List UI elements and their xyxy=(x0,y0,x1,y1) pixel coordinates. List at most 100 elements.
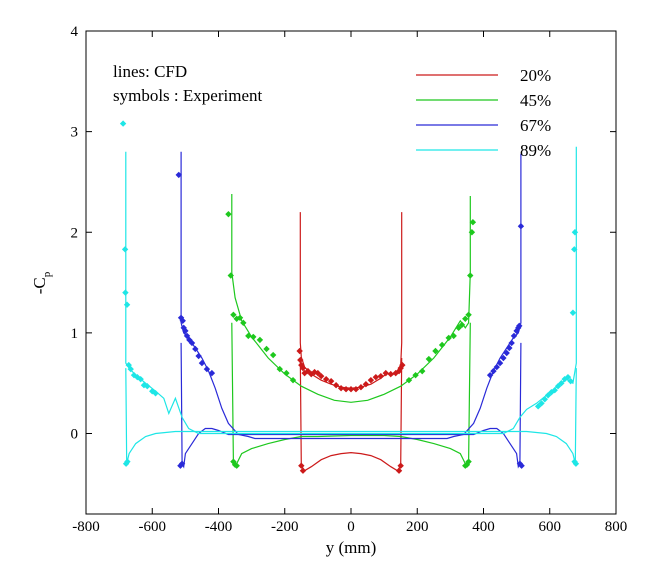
experiment-point-89-pct xyxy=(134,373,141,381)
experiment-point-45-pct xyxy=(465,458,472,465)
experiment-point-45-pct xyxy=(233,462,240,469)
legend-label: 45% xyxy=(520,91,551,110)
experiment-point-89-pct xyxy=(564,373,572,381)
experiment-point-89-pct xyxy=(144,383,151,390)
experiment-point-67-pct xyxy=(203,365,211,373)
experiment-point-89-pct xyxy=(119,120,127,127)
experiment-point-67-pct xyxy=(198,359,206,367)
experiment-point-45-pct xyxy=(230,311,237,318)
y-axis-label-main: -C xyxy=(30,277,49,294)
experiment-point-20-pct xyxy=(387,370,394,378)
experiment-point-89-pct xyxy=(152,390,159,397)
experiment-point-20-pct xyxy=(298,462,305,469)
x-tick-label: -400 xyxy=(205,519,233,535)
x-tick-label: -200 xyxy=(271,519,299,535)
experiment-point-20-pct xyxy=(327,377,335,385)
experiment-point-89-pct xyxy=(127,365,134,373)
experiment-point-45-pct xyxy=(438,341,446,349)
experiment-point-67-pct xyxy=(182,327,189,335)
experiment-point-67-pct xyxy=(180,324,187,332)
experiment-point-67-pct xyxy=(179,317,186,324)
experiment-point-89-pct xyxy=(567,377,574,385)
experiment-point-20-pct xyxy=(395,467,403,474)
experiment-point-45-pct xyxy=(233,315,240,322)
experiment-point-45-pct xyxy=(458,321,466,329)
experiment-point-20-pct xyxy=(372,373,380,381)
experiment-point-45-pct xyxy=(227,272,234,279)
x-tick-label: -800 xyxy=(72,519,100,535)
experiment-point-45-pct xyxy=(256,336,264,344)
experiment-point-45-pct xyxy=(465,311,472,318)
experiment-point-89-pct xyxy=(551,387,558,394)
axis-ticks: -800 -600 -400 -200 0 200 400 600 800 0 1 2 3 4 xyxy=(71,24,628,535)
experiment-point-67-pct xyxy=(490,367,497,375)
experiment-point-67-pct xyxy=(188,339,196,347)
experiment-point-45-pct xyxy=(283,369,290,377)
experiment-point-45-pct xyxy=(240,319,247,327)
legend: 20% 45% 67% 89% xyxy=(416,66,551,160)
experiment-point-89-pct xyxy=(571,229,579,236)
cfd-line-upper-20-pct xyxy=(299,212,403,389)
experiment-point-89-pct xyxy=(149,388,156,395)
experiment-point-89-pct xyxy=(137,375,144,383)
experiment-point-20-pct xyxy=(357,384,365,391)
experiment-point-67-pct xyxy=(500,354,507,362)
experiment-point-20-pct xyxy=(297,356,304,364)
experiment-point-67-pct xyxy=(178,460,186,467)
experiment-point-67-pct xyxy=(517,223,525,230)
experiment-point-67-pct xyxy=(510,332,518,340)
experiment-point-89-pct xyxy=(541,396,548,403)
experiment-point-20-pct xyxy=(382,369,389,377)
experiment-point-45-pct xyxy=(412,371,419,379)
experiment-point-67-pct xyxy=(496,359,504,367)
y-axis-label: -Cp xyxy=(30,271,53,294)
experiment-point-45-pct xyxy=(263,345,270,353)
experiment-point-45-pct xyxy=(469,218,477,226)
experiment-point-89-pct xyxy=(124,458,131,465)
experiment-point-20-pct xyxy=(399,361,406,369)
experiment-point-67-pct xyxy=(195,352,202,360)
y-tick-label: 3 xyxy=(71,125,79,141)
y-axis-label-subscript: p xyxy=(41,271,53,277)
experiment-point-89-pct xyxy=(122,289,129,296)
experiment-point-20-pct xyxy=(337,385,345,392)
experiment-point-20-pct xyxy=(332,382,340,389)
experiment-point-45-pct xyxy=(462,315,469,322)
experiment-point-67-pct xyxy=(486,371,494,379)
experiment-point-20-pct xyxy=(296,347,303,355)
experiment-point-67-pct xyxy=(208,369,216,377)
annotation-experiment: symbols : Experiment xyxy=(113,86,262,105)
experiment-point-20-pct xyxy=(299,467,307,474)
experiment-point-45-pct xyxy=(245,332,252,340)
experiment-point-45-pct xyxy=(405,376,413,384)
experiment-point-20-pct xyxy=(377,372,385,380)
svg-text:-Cp: -Cp xyxy=(30,271,53,294)
experiment-point-89-pct xyxy=(569,309,577,316)
experiment-point-89-pct xyxy=(121,246,129,253)
cfd-line-lower-20-pct xyxy=(299,357,403,472)
experiment-point-45-pct xyxy=(468,229,476,236)
experiment-point-67-pct xyxy=(183,332,191,340)
y-tick-label: 2 xyxy=(71,225,79,241)
cfd-line-lower-45-pct xyxy=(231,322,471,465)
cfd-line-lower-67-pct xyxy=(180,342,522,469)
cfd-line-upper-45-pct xyxy=(231,194,471,403)
experiment-point-45-pct xyxy=(269,351,277,359)
legend-label: 89% xyxy=(520,141,551,160)
experiment-point-67-pct xyxy=(506,344,513,352)
experiment-point-67-pct xyxy=(508,339,515,347)
experiment-point-20-pct xyxy=(362,380,370,388)
experiment-point-20-pct xyxy=(322,375,330,383)
x-tick-label: 200 xyxy=(406,519,429,535)
experiment-point-67-pct xyxy=(516,322,523,330)
y-tick-label: 0 xyxy=(71,427,79,443)
experiment-point-20-pct xyxy=(347,386,355,393)
experiment-point-45-pct xyxy=(445,334,452,342)
experiment-point-67-pct xyxy=(192,345,199,353)
experiment-point-45-pct xyxy=(230,458,237,465)
experiment-point-67-pct xyxy=(518,462,525,469)
experiment-point-45-pct xyxy=(289,376,297,384)
annotation-cfd: lines: CFD xyxy=(113,62,187,81)
experiment-point-89-pct xyxy=(571,246,578,253)
